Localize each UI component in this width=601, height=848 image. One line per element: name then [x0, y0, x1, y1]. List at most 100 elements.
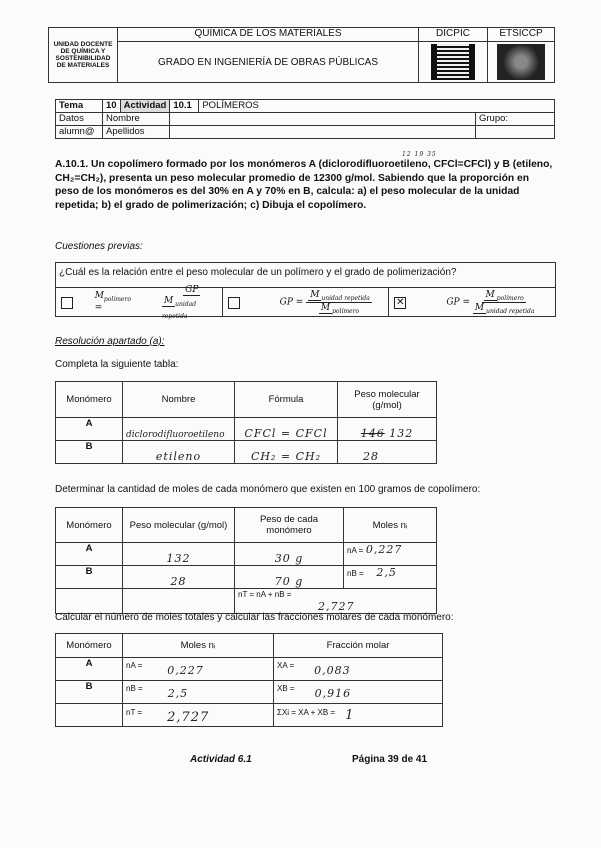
- lhs: GP: [446, 297, 460, 308]
- numerator: M: [483, 289, 497, 301]
- school-label: ETSICCP: [487, 27, 555, 42]
- table-row: B etileno CH₂ = CH₂ 28: [55, 440, 437, 464]
- moles-value: 0,227: [167, 664, 204, 677]
- formula-cell[interactable]: CH₂ = CH₂: [234, 440, 338, 464]
- mass-cell[interactable]: 30 g: [234, 542, 344, 566]
- header-table: UNIDAD DOCENTE DE QUÍMICA Y SOSTENIBILID…: [48, 27, 555, 83]
- total-moles-cell[interactable]: nT = 2,727: [122, 703, 274, 727]
- fraction-label: XB =: [277, 684, 295, 693]
- weight-cell[interactable]: 28: [122, 565, 235, 589]
- col-header: Monómero: [55, 381, 123, 418]
- monomer-label: B: [55, 680, 123, 704]
- moles-label: nB =: [347, 569, 364, 578]
- formula-cell[interactable]: CFCl = CFCl: [234, 417, 338, 441]
- moles-cell[interactable]: nA = 0,227: [122, 657, 274, 681]
- numerator-sub: unidad repetida: [321, 294, 370, 302]
- fraction-label: XA =: [277, 661, 295, 670]
- monomer-label: B: [55, 565, 123, 589]
- moles-label: nA =: [126, 661, 143, 670]
- col-header: Monómero: [55, 633, 123, 658]
- nombre-field[interactable]: [169, 112, 476, 126]
- total-moles-cell[interactable]: nT = nA + nB = 2,727: [234, 588, 437, 614]
- sum-fraction-cell[interactable]: ΣXi = XA + XB = 1: [273, 703, 443, 727]
- fraction-value: 0,083: [314, 664, 351, 677]
- table-row: B 28 70 g nB = 2,5: [55, 565, 437, 589]
- question-text: ¿Cuál es la relación entre el peso molec…: [56, 263, 555, 288]
- denominator-sub: unidad repetida: [486, 307, 535, 315]
- tema-label: Tema: [55, 99, 103, 113]
- moles-cell[interactable]: nB = 2,5: [122, 680, 274, 704]
- col-header: Nombre: [122, 381, 235, 418]
- monomer-label: A: [55, 542, 123, 566]
- school-logo: [487, 41, 555, 83]
- name-cell[interactable]: etileno: [122, 440, 235, 464]
- fraction-cell[interactable]: XA = 0,083: [273, 657, 443, 681]
- moles-cell[interactable]: nA = 0,227: [343, 542, 437, 566]
- actividad-value: 10.1: [169, 99, 200, 113]
- table-row: B nB = 2,5 XB = 0,916: [55, 680, 443, 704]
- apellidos-field[interactable]: [169, 125, 476, 139]
- checkbox-checked[interactable]: ✕: [394, 297, 407, 309]
- footer-page-number: Página 39 de 41: [352, 754, 428, 765]
- problem-statement: A.10.1. Un copolímero formado por los mo…: [55, 159, 553, 211]
- handwritten-annotation: 12 19 35: [402, 151, 437, 158]
- weight-cell[interactable]: 28: [337, 440, 437, 464]
- denominator: M: [161, 295, 176, 307]
- col-header: Moles nᵢ: [122, 633, 274, 658]
- resolucion-title: Resolución apartado (a):: [55, 336, 165, 347]
- col-header: Moles nᵢ: [343, 507, 437, 543]
- fraction-label: ΣXi = XA + XB =: [277, 708, 336, 717]
- degree-title: GRADO EN INGENIERÍA DE OBRAS PÚBLICAS: [117, 41, 419, 83]
- table-row: nT = nA + nB = 2,727: [55, 588, 437, 614]
- topic: POLÍMEROS: [198, 99, 555, 113]
- table-row: A nA = 0,227 XA = 0,083: [55, 657, 443, 681]
- footer-activity: Actividad 6.1: [190, 754, 252, 765]
- question-box: ¿Cuál es la relación entre el peso molec…: [55, 262, 556, 319]
- lhs: GP: [279, 297, 293, 308]
- lhs: M: [94, 291, 104, 302]
- denominator: M: [318, 302, 333, 314]
- col-header: Peso molecular (g/mol): [122, 507, 235, 543]
- col-header: Peso molecular (g/mol): [337, 381, 437, 418]
- alumno-label: alumn@: [55, 125, 103, 139]
- moles-table: Monómero Peso molecular (g/mol) Peso de …: [55, 507, 437, 614]
- col-header: Fórmula: [234, 381, 338, 418]
- moles-label: nT =: [126, 708, 143, 717]
- moles-value: 2,727: [167, 710, 210, 725]
- apellidos-label: Apellidos: [101, 125, 171, 139]
- grupo-field[interactable]: [475, 125, 555, 139]
- denominator-sub: unidad repetida: [161, 300, 197, 320]
- checkbox-unchecked[interactable]: [61, 297, 73, 309]
- total-value: 2,727: [318, 600, 355, 613]
- col-header: Peso de cada monómero: [234, 507, 344, 543]
- fraction-cell[interactable]: XB = 0,916: [273, 680, 443, 704]
- denominator-sub: polímero: [332, 307, 360, 315]
- checkbox-unchecked[interactable]: [227, 297, 240, 309]
- calcular-instruction: Calcular el número de moles totales y ca…: [55, 612, 454, 623]
- monomer-table: Monómero Nombre Fórmula Peso molecular (…: [55, 381, 437, 464]
- denominator: M: [472, 302, 487, 314]
- lhs-sub: polímero: [103, 295, 131, 303]
- moles-cell[interactable]: nB = 2,5: [343, 565, 437, 589]
- name-cell[interactable]: diclorodifluoroetileno: [122, 417, 235, 441]
- weight-cell[interactable]: 146 132: [337, 417, 437, 441]
- col-header: Monómero: [55, 507, 123, 543]
- actividad-label: Actividad: [119, 99, 171, 113]
- monomer-label: B: [55, 440, 123, 464]
- mass-cell[interactable]: 70 g: [234, 565, 344, 589]
- moles-label: nA =: [347, 546, 364, 555]
- tema-value: 10: [102, 99, 121, 113]
- student-info-table: Tema 10 Actividad 10.1 POLÍMEROS Datos N…: [55, 99, 555, 139]
- completa-instruction: Completa la siguiente tabla:: [55, 359, 179, 370]
- course-title: QUÍMICA DE LOS MATERIALES: [117, 27, 419, 42]
- weight-cell[interactable]: 132: [122, 542, 235, 566]
- fraction-value: 1: [345, 708, 355, 723]
- table-row: A diclorodifluoroetileno CFCl = CFCl 146…: [55, 417, 437, 441]
- table-row: nT = 2,727 ΣXi = XA + XB = 1: [55, 703, 443, 727]
- moles-value: 2,5: [167, 687, 189, 700]
